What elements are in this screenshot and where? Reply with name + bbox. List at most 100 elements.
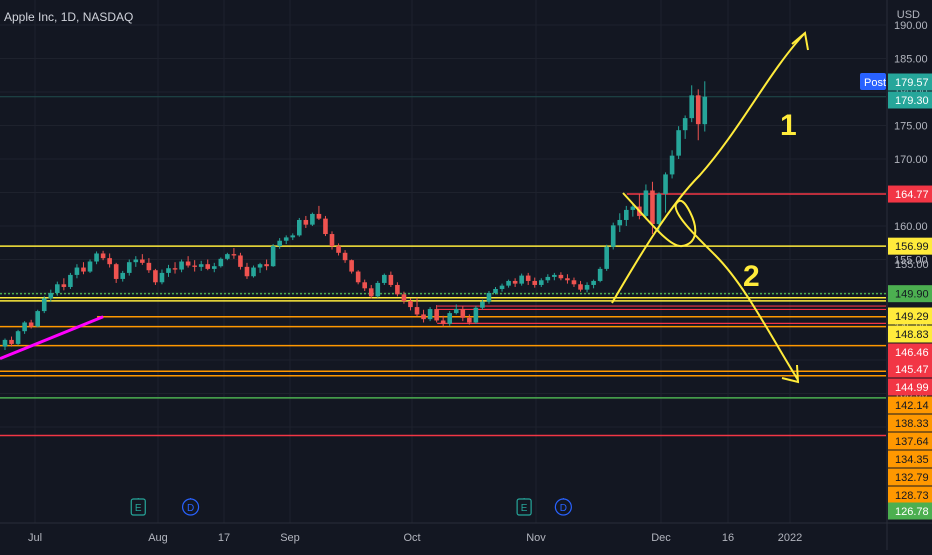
- candle-body: [133, 259, 139, 263]
- x-tick-label: Sep: [280, 532, 300, 544]
- price-tag-label: 146.46: [895, 347, 929, 359]
- symbol-title[interactable]: Apple Inc, 1D, NASDAQ: [4, 10, 134, 24]
- projection-up-arrow: [611, 32, 806, 304]
- candle-body: [382, 274, 387, 283]
- price-tag-bg: [888, 325, 932, 343]
- time-axis[interactable]: Jul Aug 17 Sep Oct Nov Dec 16 2022: [0, 522, 932, 544]
- x-tick-label: Aug: [148, 532, 168, 544]
- price-tag: 155.00: [895, 259, 929, 271]
- candle-body: [630, 206, 636, 210]
- candle: [414, 297, 420, 317]
- candle-body: [185, 261, 191, 266]
- candle-body: [571, 280, 577, 285]
- price-tag: 134.35: [888, 450, 932, 468]
- candle-body: [610, 225, 616, 247]
- candle-body: [584, 284, 590, 290]
- candle: [257, 262, 263, 273]
- x-tick-label: 2022: [778, 532, 802, 544]
- candle-body: [663, 174, 668, 194]
- candle-body: [440, 320, 446, 324]
- currency-label[interactable]: USD: [896, 9, 920, 21]
- price-tag-bg: [888, 468, 932, 486]
- candle: [395, 282, 400, 297]
- dividend-marker[interactable]: D: [181, 498, 200, 516]
- candle: [2, 338, 8, 350]
- candle-body: [427, 309, 433, 320]
- price-tag: 164.77: [888, 185, 932, 203]
- candle: [480, 299, 485, 310]
- price-tag-label: 137.64: [895, 436, 929, 448]
- candle-body: [545, 276, 551, 281]
- candle: [35, 309, 40, 328]
- candle-body: [290, 235, 296, 238]
- candle-body: [473, 307, 479, 323]
- candle: [166, 264, 171, 277]
- candle: [277, 238, 282, 249]
- candle-body: [166, 268, 171, 273]
- earnings-marker[interactable]: E: [516, 498, 532, 516]
- dividend-marker[interactable]: D: [554, 498, 572, 516]
- x-tick-label: Oct: [403, 532, 420, 544]
- candle: [617, 213, 623, 233]
- price-tag-bg: [888, 73, 932, 91]
- price-tag: 179.30: [888, 91, 932, 109]
- candle: [643, 184, 649, 220]
- candle: [290, 233, 296, 241]
- candle-body: [388, 274, 394, 285]
- candle: [558, 272, 564, 281]
- candle-body: [512, 280, 518, 284]
- projection-down-arrowhead: [781, 364, 800, 384]
- candle: [532, 277, 538, 288]
- candle-body: [591, 280, 596, 285]
- candle: [519, 273, 524, 286]
- candle: [205, 259, 211, 271]
- price-tag-bg: [888, 486, 932, 504]
- candle-body: [107, 258, 112, 265]
- candle: [447, 311, 453, 326]
- marker-shape: [516, 498, 532, 516]
- candle-body: [140, 259, 145, 263]
- candle: [211, 262, 217, 273]
- candle-body: [552, 274, 557, 277]
- candle: [113, 262, 119, 283]
- price-tag: 137.64: [888, 432, 932, 450]
- earnings-marker[interactable]: E: [130, 498, 146, 516]
- candle: [244, 262, 250, 279]
- candle-body: [87, 261, 93, 272]
- candle-body: [532, 280, 538, 285]
- candle-body: [395, 284, 400, 295]
- price-tag-label: 155.00: [895, 259, 929, 271]
- projection-up-arrowhead: [791, 31, 809, 51]
- marker-label: E: [135, 503, 142, 514]
- candle: [525, 272, 531, 285]
- candle: [695, 89, 701, 141]
- price-tag-label: 156.99: [895, 241, 929, 253]
- candle-body: [192, 265, 197, 267]
- candle-body: [113, 264, 119, 279]
- price-tag-label: 149.90: [895, 289, 929, 301]
- candle: [382, 273, 387, 285]
- candle: [375, 280, 381, 298]
- candle: [251, 265, 256, 278]
- candle: [22, 321, 27, 334]
- candle: [349, 259, 354, 274]
- price-tag: 128.73: [888, 486, 932, 504]
- y-tick-label: 155.00: [894, 255, 928, 267]
- candle-body: [624, 209, 629, 220]
- candle: [61, 278, 67, 291]
- candle: [329, 231, 335, 250]
- candle-body: [316, 213, 322, 219]
- candle: [460, 306, 466, 322]
- x-tick-label: 16: [722, 532, 734, 544]
- candle: [637, 193, 642, 220]
- candle: [408, 298, 413, 311]
- marker-label: E: [521, 503, 528, 514]
- candle: [552, 272, 557, 281]
- candle: [74, 264, 80, 279]
- price-tag-label: 126.78: [895, 506, 929, 518]
- candle-body: [676, 130, 681, 156]
- candle-body: [525, 275, 531, 281]
